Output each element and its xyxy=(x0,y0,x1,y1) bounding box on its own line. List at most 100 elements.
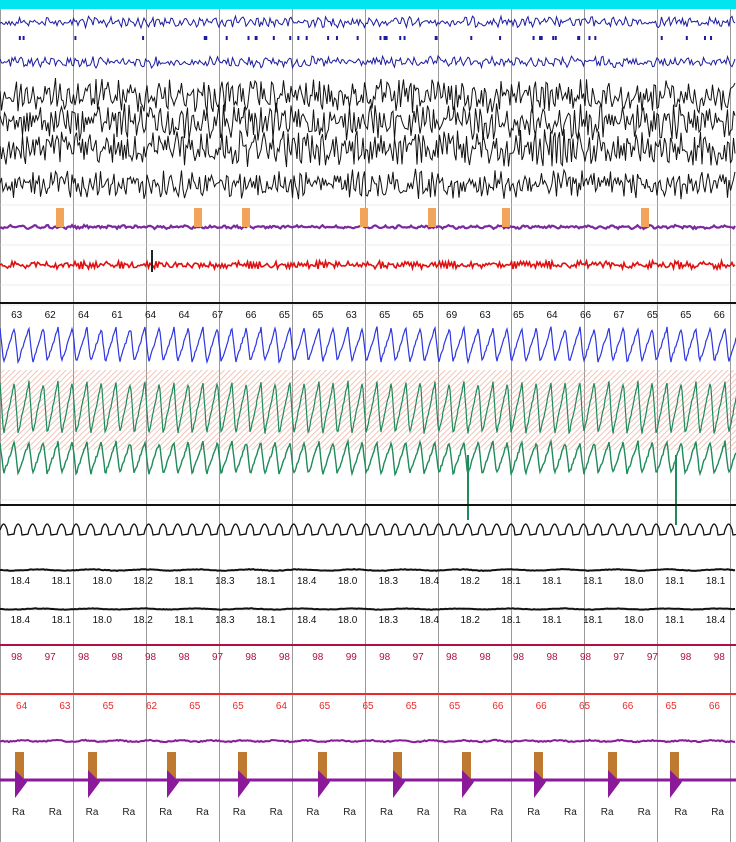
event-label-2: Ra xyxy=(86,807,99,818)
eeg-mark-29 xyxy=(703,36,706,40)
event-label-12: Ra xyxy=(454,807,467,818)
arousal-brown-3 xyxy=(238,752,247,780)
eeg-mark-2 xyxy=(289,36,292,40)
row-b-value-5: 18.3 xyxy=(215,615,235,626)
row-b-value-10: 18.4 xyxy=(420,615,440,626)
eeg-mark-21 xyxy=(22,36,25,40)
spo2-value-3: 98 xyxy=(112,652,124,663)
event-label-0: Ra xyxy=(12,807,25,818)
arousal-burst-8 xyxy=(608,770,620,798)
heart-rate-value-1: 62 xyxy=(45,310,57,321)
spo2-value-row: 98 97 98 98 98 98 97 98 98 98 99 98 97 98 98 98 98 98 97 97… xyxy=(11,652,725,663)
row-a-value-16: 18.1 xyxy=(665,576,685,587)
heart-rate-value-18: 67 xyxy=(613,310,625,321)
pulse-value-row: 64 63 65 62 65 65 64 65 65 65 65 66 66 65 66 65 66 xyxy=(16,701,720,712)
arousal-brown-0 xyxy=(15,752,24,780)
heart-rate-value-14: 63 xyxy=(480,310,492,321)
pulse-value-0: 64 xyxy=(16,701,28,712)
heart-rate-value-5: 64 xyxy=(178,310,190,321)
spo2-value-17: 98 xyxy=(580,652,592,663)
event-label-9: Ra xyxy=(343,807,356,818)
eeg-mark-15 xyxy=(577,36,580,40)
eeg-mark-32 xyxy=(710,36,713,40)
eeg-mark-12 xyxy=(594,36,597,40)
row-b-value-6: 18.1 xyxy=(256,615,276,626)
spo2-value-4: 98 xyxy=(145,652,157,663)
row-a-value-0: 18.4 xyxy=(11,576,31,587)
heart-rate-value-2: 64 xyxy=(78,310,90,321)
row-a-value-9: 18.3 xyxy=(379,576,399,587)
spo2-value-20: 98 xyxy=(680,652,692,663)
row-b-value-13: 18.1 xyxy=(542,615,562,626)
eeg-mark-6 xyxy=(225,36,228,40)
eeg-mark-24 xyxy=(470,36,473,40)
eeg-mark-1 xyxy=(203,36,206,40)
eeg-mark-25 xyxy=(272,36,275,40)
row-a-value-row: 18.4 18.1 18.0 18.2 18.1 18.3 18.1 18.4 18.0 18.3… xyxy=(11,576,726,587)
eeg-mark-39 xyxy=(552,36,555,40)
eeg-mark-4 xyxy=(383,36,386,40)
event-label-5: Ra xyxy=(196,807,209,818)
arousal-burst-6 xyxy=(462,770,474,798)
arousal-brown-9 xyxy=(670,752,679,780)
spo2-value-8: 98 xyxy=(279,652,291,663)
top-bar xyxy=(0,0,736,9)
row-a-value-10: 18.4 xyxy=(420,576,440,587)
pulse-value-16: 66 xyxy=(709,701,721,712)
eeg-mark-11 xyxy=(18,36,21,40)
pulse-value-6: 64 xyxy=(276,701,288,712)
row-a-value-2: 18.0 xyxy=(92,576,112,587)
heart-rate-value-10: 63 xyxy=(346,310,358,321)
resp-abdomen-trace xyxy=(0,438,736,477)
heart-rate-value-8: 65 xyxy=(279,310,291,321)
pulse-value-2: 65 xyxy=(103,701,115,712)
ecg-artifact xyxy=(151,250,153,272)
leg-marker-6 xyxy=(641,208,649,227)
eeg-mark-20 xyxy=(399,36,402,40)
heart-rate-value-row: 63 62 64 61 64 64 67 66 65 65 63 65 65 69 63 65 64 66 67 65… xyxy=(11,310,725,321)
spo2-value-6: 97 xyxy=(212,652,224,663)
heart-rate-value-0: 63 xyxy=(11,310,23,321)
pressure-wave-trace xyxy=(0,523,736,536)
row-b-value-4: 18.1 xyxy=(174,615,194,626)
row-b-value-7: 18.4 xyxy=(297,615,317,626)
arousal-brown-2 xyxy=(167,752,176,780)
eeg-mark-18 xyxy=(403,36,406,40)
heart-rate-value-15: 65 xyxy=(513,310,525,321)
event-label-14: Ra xyxy=(527,807,540,818)
row-b-value-14: 18.1 xyxy=(583,615,603,626)
eeg-mark-34 xyxy=(588,36,591,40)
arousal-brown-7 xyxy=(534,752,543,780)
arousal-events xyxy=(15,752,682,798)
eeg-mark-35 xyxy=(384,36,387,40)
arousal-burst-9 xyxy=(670,770,682,798)
arousal-burst-2 xyxy=(167,770,179,798)
eeg-trace-6 xyxy=(0,168,736,200)
event-label-row: Ra Ra Ra Ra Ra Ra Ra Ra Ra Ra Ra Ra Ra Ra Ra Ra Ra Ra Ra Ra xyxy=(12,807,724,818)
arousal-burst-7 xyxy=(534,770,546,798)
arousal-burst-5 xyxy=(393,770,405,798)
spo2-value-11: 98 xyxy=(379,652,391,663)
row-a-value-4: 18.1 xyxy=(174,576,194,587)
eeg-event-marks xyxy=(18,36,713,40)
pulse-value-14: 66 xyxy=(622,701,634,712)
pulse-value-8: 65 xyxy=(362,701,374,712)
row-a-value-8: 18.0 xyxy=(338,576,358,587)
spo2-value-13: 98 xyxy=(446,652,458,663)
pulse-value-7: 65 xyxy=(319,701,331,712)
row-b-value-2: 18.0 xyxy=(92,615,112,626)
eeg-trace-3 xyxy=(0,77,736,115)
eeg-mark-16 xyxy=(379,36,382,40)
heart-rate-value-20: 65 xyxy=(680,310,692,321)
flat-line-3 xyxy=(0,607,735,611)
row-a-value-3: 18.2 xyxy=(133,576,153,587)
row-a-value-1: 18.1 xyxy=(52,576,72,587)
row-a-value-12: 18.1 xyxy=(501,576,521,587)
leg-marker-1 xyxy=(194,208,202,227)
leg-movement-markers xyxy=(56,208,649,227)
eeg-mark-30 xyxy=(540,36,543,40)
event-label-6: Ra xyxy=(233,807,246,818)
spo2-value-19: 97 xyxy=(647,652,659,663)
event-label-16: Ra xyxy=(601,807,614,818)
eeg-trace-2 xyxy=(0,54,736,70)
